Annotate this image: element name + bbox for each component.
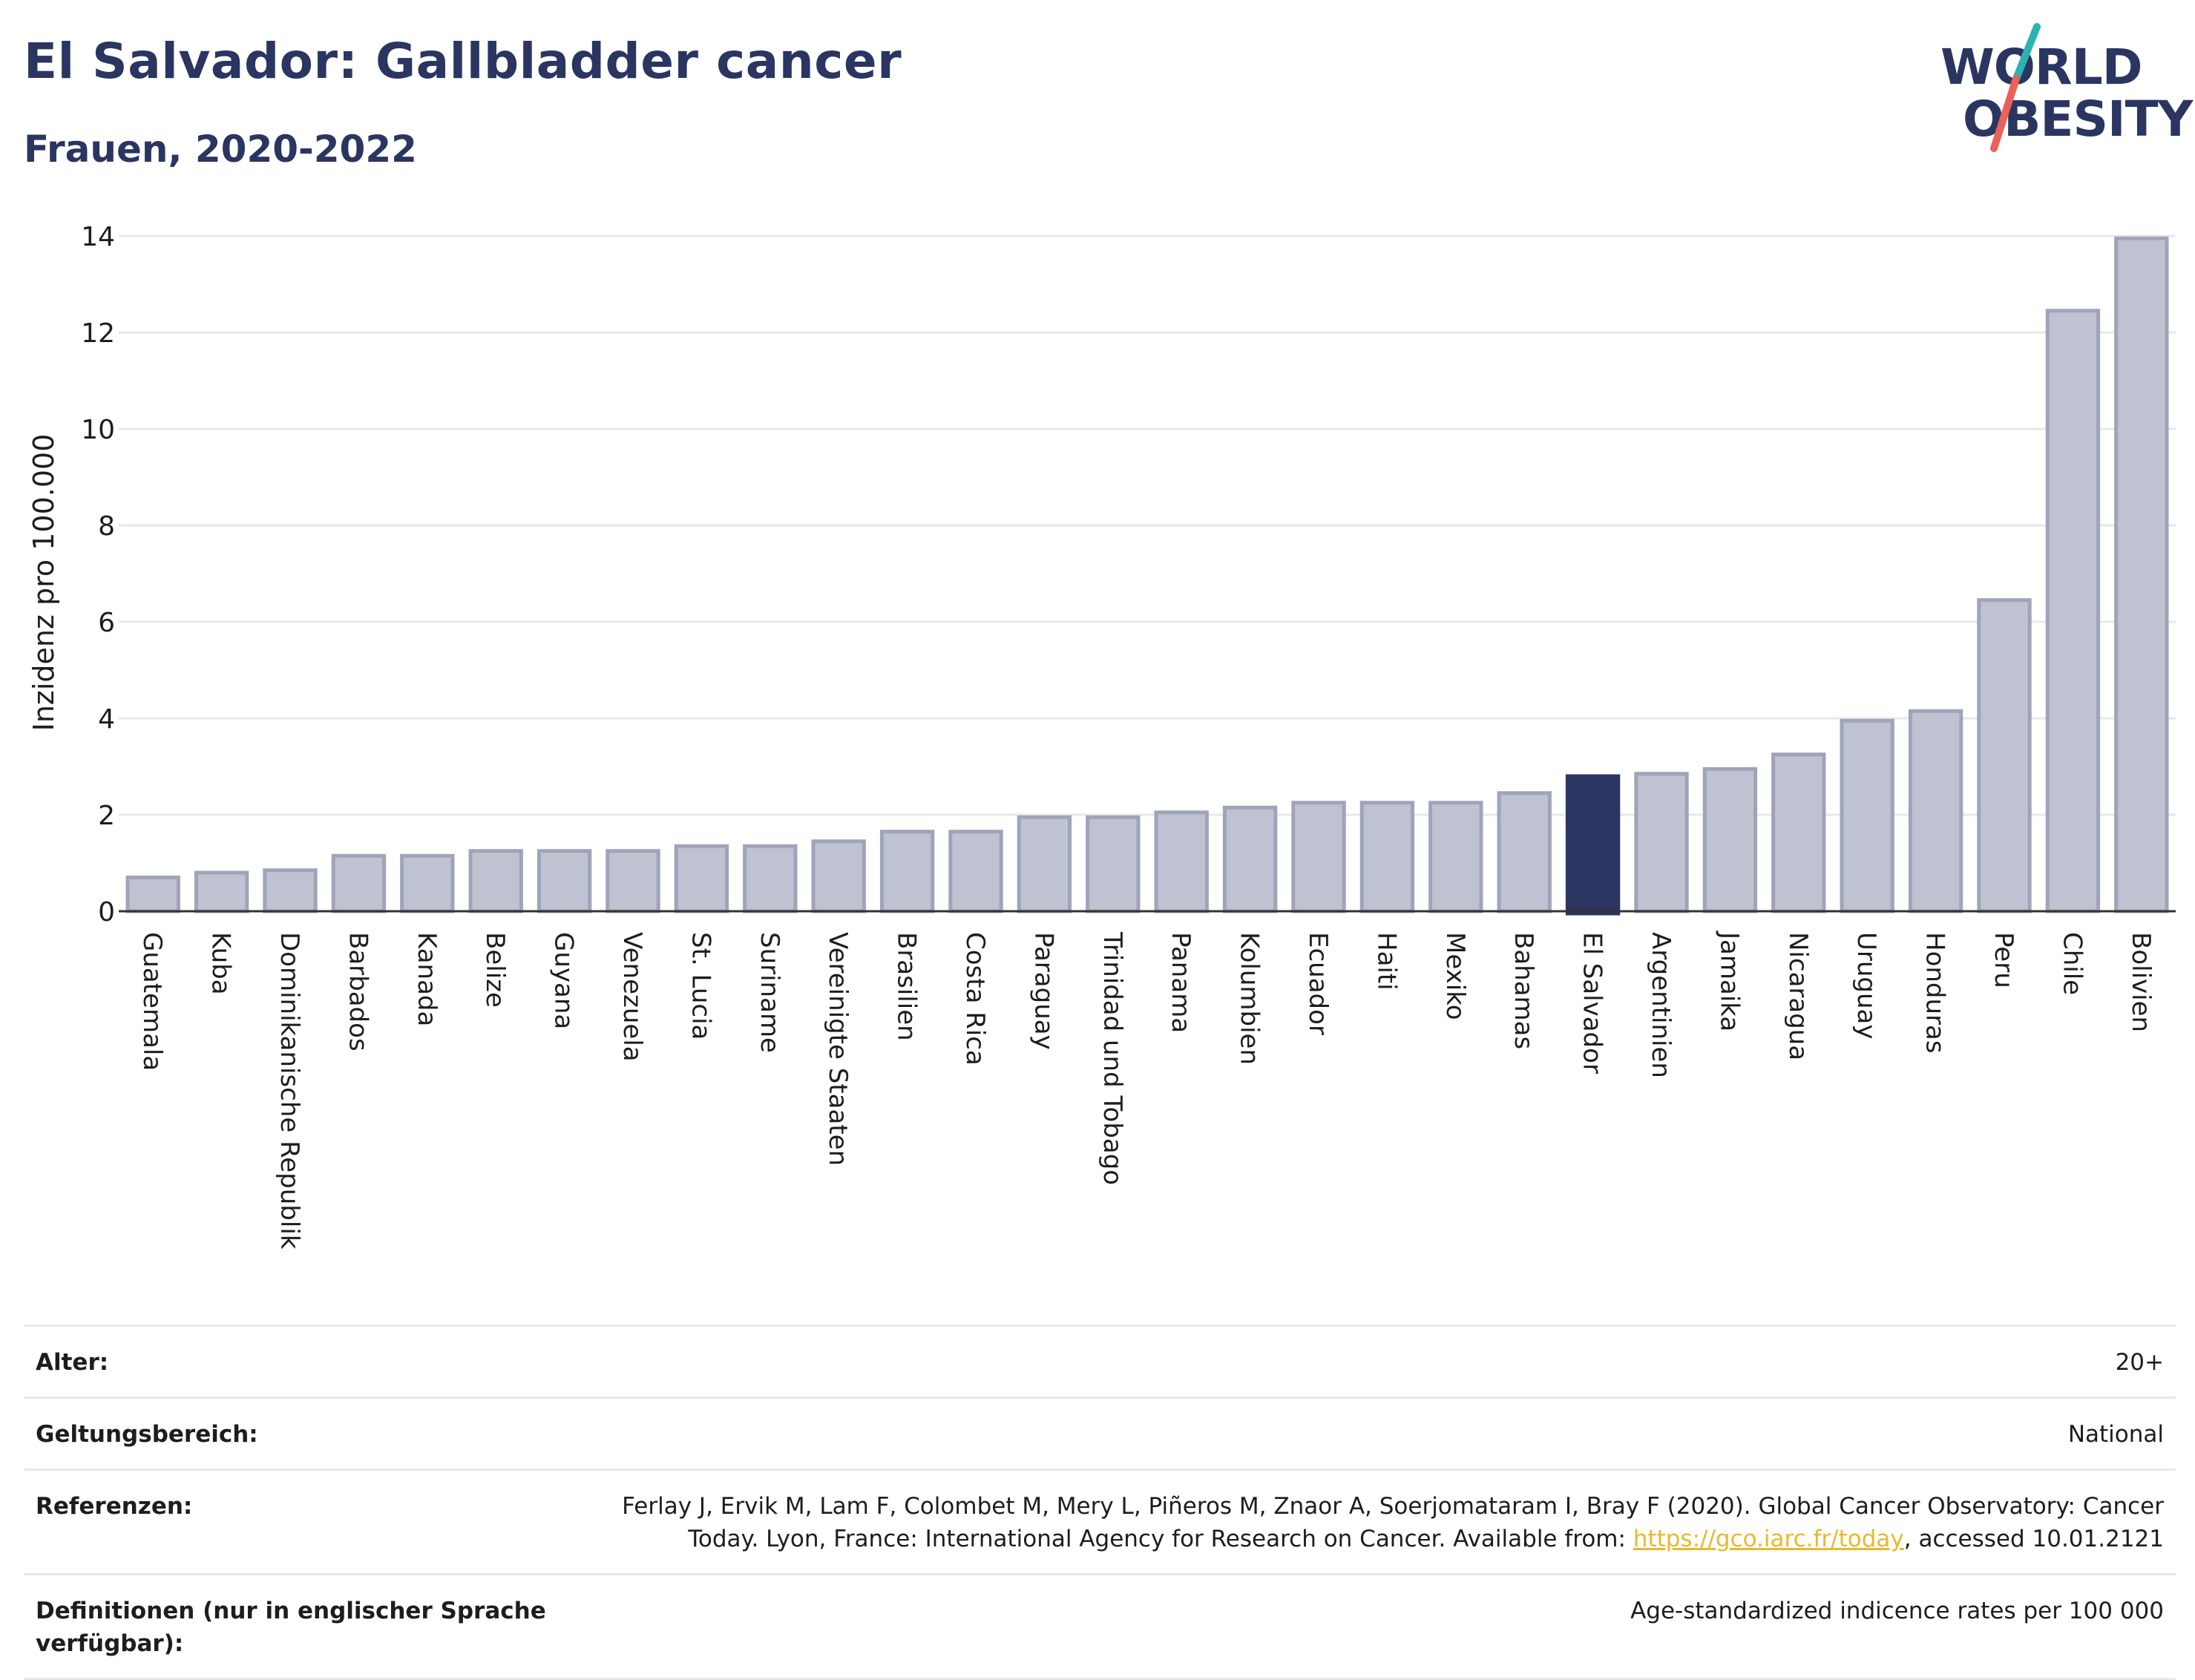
y-axis-ticks: 0 2 4 6 8 10 12 14 <box>81 222 115 928</box>
bar <box>1428 801 1483 913</box>
bar <box>125 876 180 913</box>
x-tick-label: Belize <box>480 932 510 1008</box>
x-tick-label: El Salvador <box>1578 932 1607 1074</box>
y-tick-label: 0 <box>98 897 115 928</box>
x-axis-labels: Guatemala Kuba Dominikanische Republik Barb… <box>137 931 2156 1250</box>
bar <box>1771 752 1826 913</box>
x-tick-label: Haiti <box>1371 932 1401 991</box>
bar <box>263 868 318 913</box>
logo-word-1: WORLD <box>1940 39 2143 96</box>
meta-value-age: 20+ <box>2115 1349 2164 1376</box>
y-tick-label: 6 <box>98 608 115 638</box>
world-obesity-logo: WORLD OBESITY <box>1933 21 2193 154</box>
y-tick-label: 14 <box>81 222 115 252</box>
x-tick-label: Suriname <box>755 932 784 1053</box>
bar <box>400 853 455 913</box>
info-table: Alter: 20+ Geltungsbereich: National Ref… <box>24 1325 2176 1680</box>
y-tick-label: 12 <box>81 318 115 349</box>
x-tick-label: Uruguay <box>1851 932 1881 1040</box>
bar <box>1291 801 1346 913</box>
y-tick-label: 2 <box>98 801 115 831</box>
x-tick-label: Barbados <box>343 932 373 1051</box>
x-tick-label: Dominikanische Republik <box>275 932 304 1250</box>
x-tick-label: Argentinien <box>1646 932 1676 1078</box>
reference-accessed: , accessed 10.01.2121 <box>1903 1526 2164 1552</box>
meta-row-definitions: Definitionen (nur in englischer Sprache … <box>24 1573 2176 1680</box>
bar <box>194 870 249 913</box>
x-tick-label: Jamaika <box>1714 931 1744 1031</box>
x-tick-label: Chile <box>2057 932 2087 995</box>
y-tick-label: 4 <box>98 704 115 735</box>
bar <box>1634 772 1689 913</box>
reference-text: Ferlay J, Ervik M, Lam F, Colombet M, Me… <box>622 1493 2164 1552</box>
meta-label-references: Referenzen: <box>36 1493 193 1520</box>
bar <box>1702 767 1758 913</box>
bar-highlight <box>1565 774 1621 916</box>
x-tick-label: Kanada <box>412 932 442 1026</box>
bars <box>125 236 2169 916</box>
meta-label-scope: Geltungsbereich: <box>36 1421 258 1448</box>
x-tick-label: Kolumbien <box>1235 932 1264 1065</box>
y-tick-label: 10 <box>81 415 115 445</box>
bar <box>674 844 729 913</box>
bar <box>1840 718 1894 913</box>
x-tick-label: Guatemala <box>137 932 167 1071</box>
bar <box>1086 815 1141 913</box>
bar <box>1017 815 1072 913</box>
bar <box>468 849 523 913</box>
page-subtitle: Frauen, 2020-2022 <box>24 128 417 171</box>
meta-value-definitions: Age-standardized indicence rates per 100… <box>1630 1598 2164 1624</box>
bar <box>743 844 798 913</box>
x-tick-label: Venezuela <box>617 932 647 1062</box>
x-tick-label: Mexiko <box>1440 932 1470 1020</box>
meta-row-scope: Geltungsbereich: National <box>24 1397 2176 1469</box>
page-title: El Salvador: Gallbladder cancer <box>24 33 902 90</box>
x-tick-label: Honduras <box>1920 932 1950 1054</box>
x-tick-label: Brasilien <box>892 932 922 1041</box>
bar-chart: 0 2 4 6 8 10 12 14 Guatemala Kuba Dominikanische … <box>27 222 2176 1250</box>
x-tick-label: Nicaragua <box>1783 932 1813 1060</box>
reference-link[interactable]: https://gco.iarc.fr/today <box>1633 1526 1904 1552</box>
bar <box>811 839 866 913</box>
bar <box>2114 236 2169 913</box>
x-tick-label: St. Lucia <box>686 932 715 1040</box>
meta-row-age: Alter: 20+ <box>24 1325 2176 1397</box>
logo-slash-icon <box>1990 23 2041 152</box>
bar <box>1497 791 1552 913</box>
bar <box>1359 801 1415 913</box>
grid-lines <box>119 234 2176 816</box>
meta-row-references: Referenzen: Ferlay J, Ervik M, Lam F, Co… <box>24 1469 2176 1573</box>
x-tick-label: Paraguay <box>1028 932 1058 1050</box>
bar <box>1222 805 1278 913</box>
x-tick-label: Ecuador <box>1303 932 1333 1035</box>
bar <box>948 830 1003 913</box>
bar <box>2045 309 2101 913</box>
x-tick-label: Panama <box>1166 932 1195 1033</box>
meta-value-scope: National <box>2067 1421 2164 1448</box>
y-tick-label: 8 <box>98 511 115 542</box>
x-tick-label: Bahamas <box>1509 932 1538 1049</box>
bar <box>1154 810 1209 913</box>
y-axis-title: Inzidenz pro 100.000 <box>27 434 60 732</box>
bar <box>879 830 935 913</box>
x-tick-label: Vereinigte Staaten <box>823 932 853 1166</box>
bar <box>606 849 660 913</box>
bar <box>1977 598 2032 913</box>
bar <box>331 853 387 913</box>
x-tick-label: Peru <box>1989 932 2018 988</box>
x-tick-label: Trinidad und Tobago <box>1098 931 1127 1185</box>
bar <box>1908 709 1963 913</box>
x-tick-label: Kuba <box>206 932 236 995</box>
x-tick-label: Bolivien <box>2126 932 2156 1032</box>
x-tick-label: Guyana <box>549 932 579 1029</box>
x-tick-label: Costa Rica <box>960 932 990 1066</box>
bar <box>537 849 592 913</box>
meta-label-age: Alter: <box>36 1349 109 1376</box>
meta-value-references: Ferlay J, Ervik M, Lam F, Colombet M, Me… <box>620 1490 2164 1555</box>
meta-label-definitions: Definitionen (nur in englischer Sprache … <box>36 1598 546 1657</box>
